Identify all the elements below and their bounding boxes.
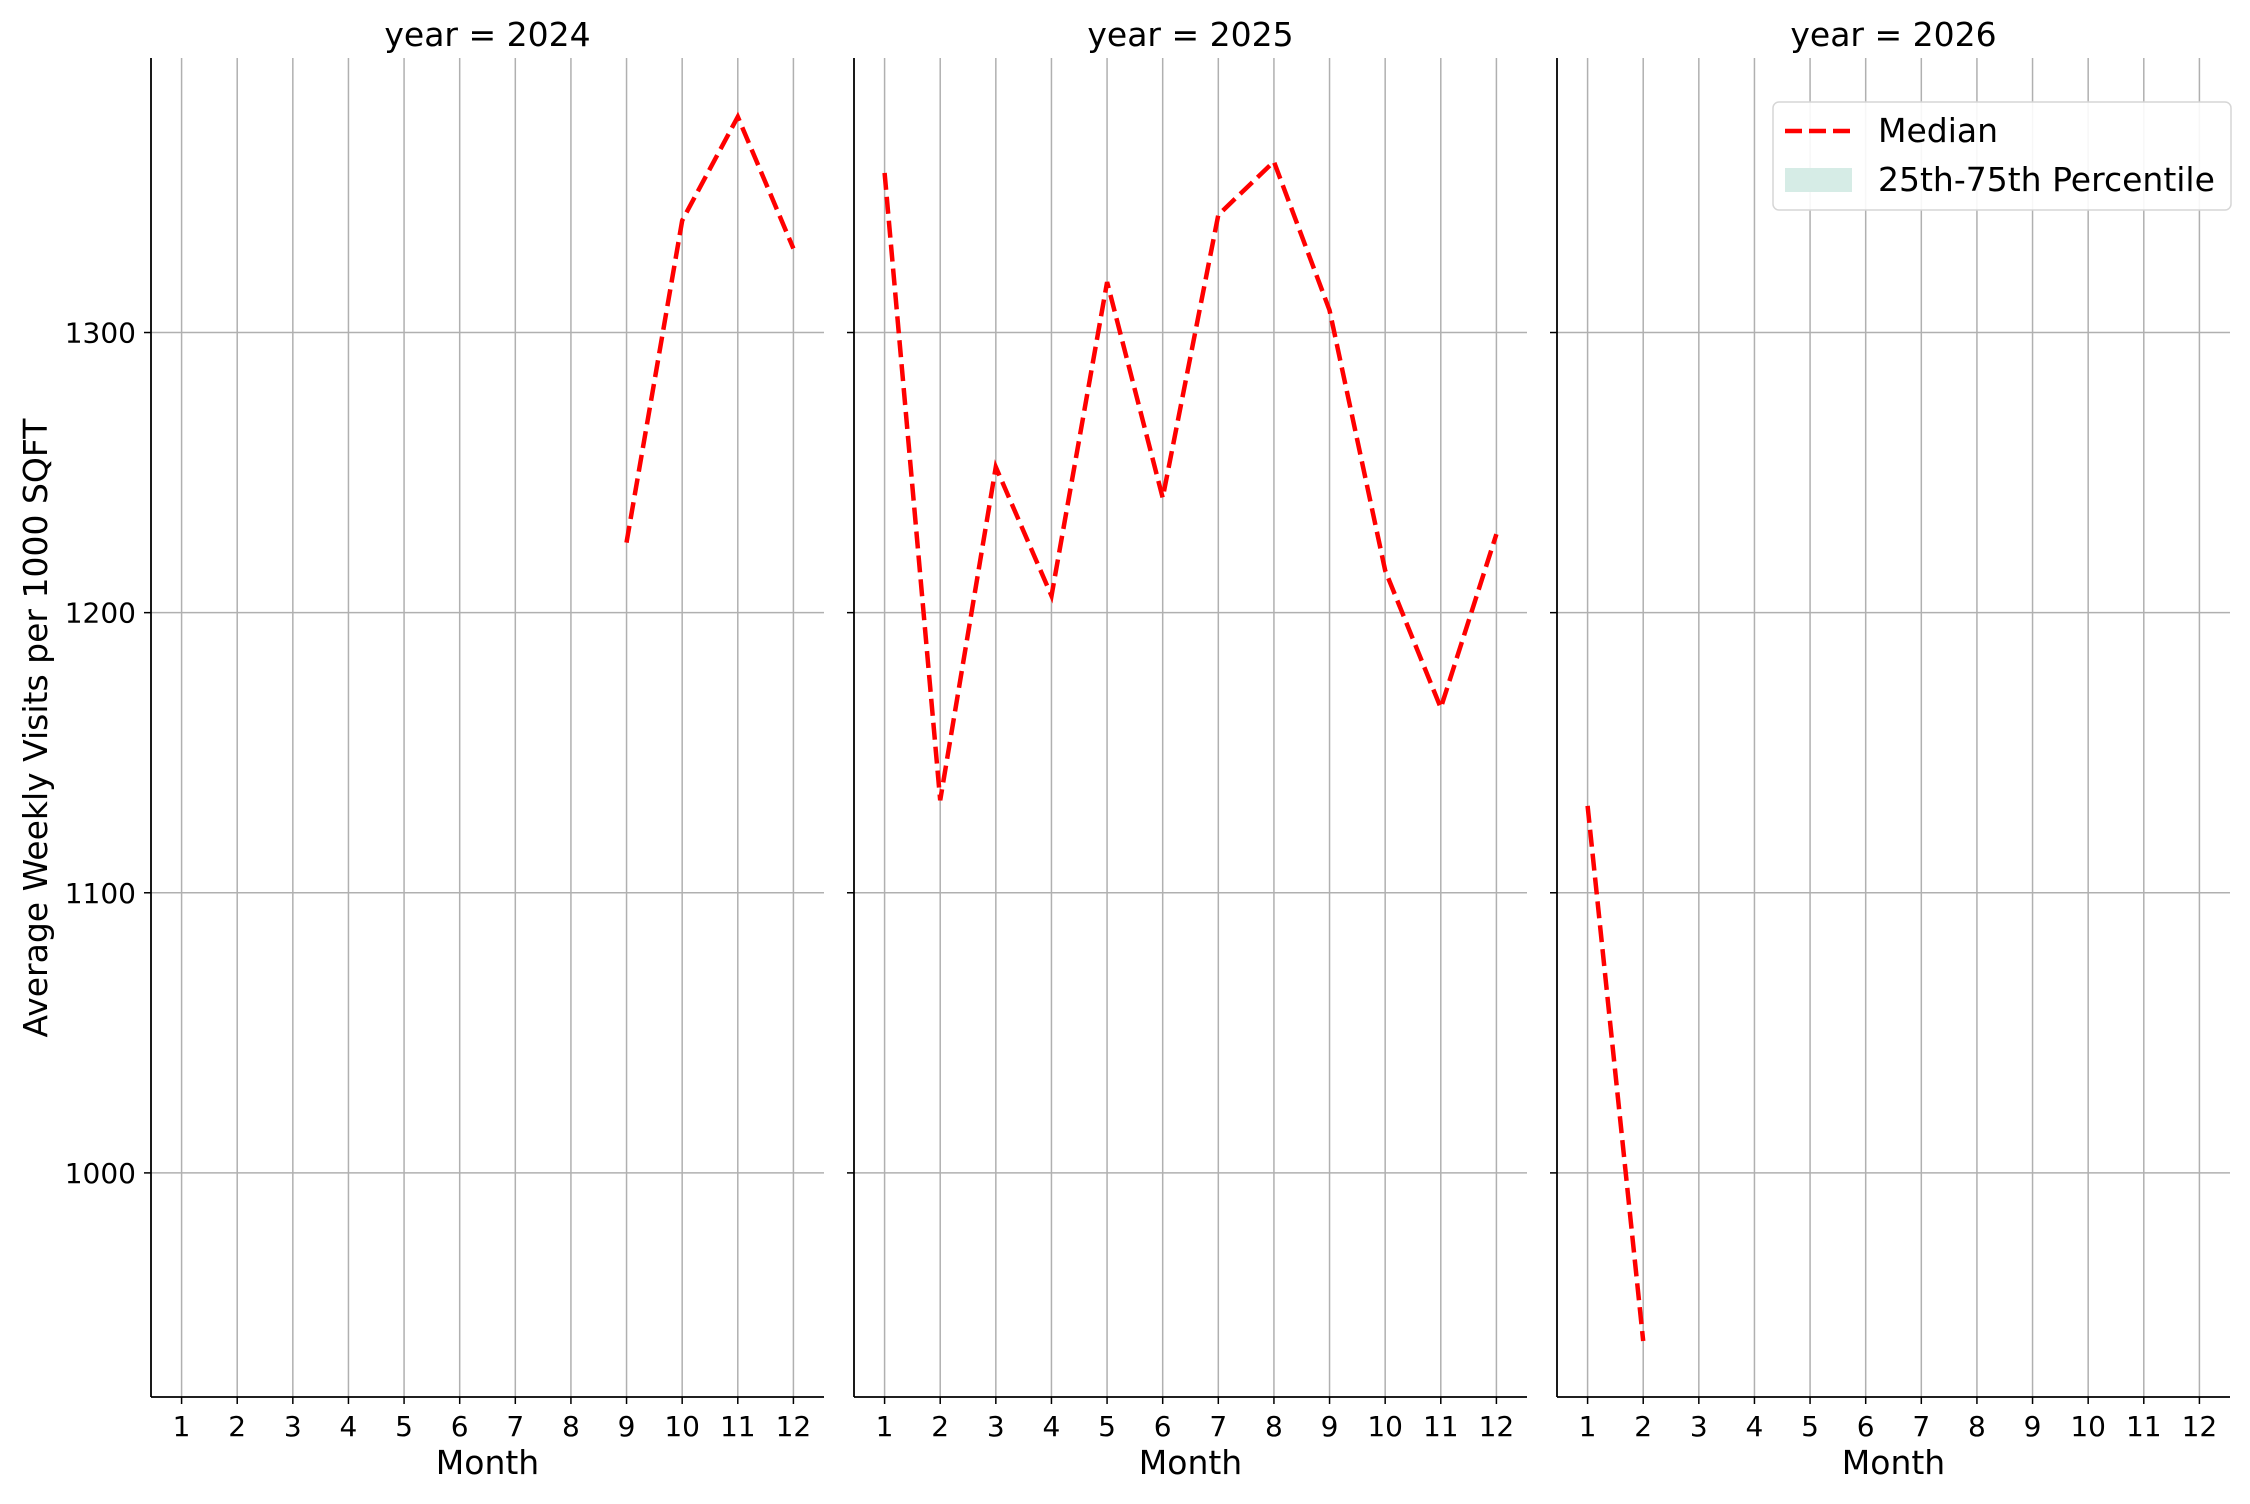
y-tick-label: 1300 (65, 317, 136, 350)
x-tick-label: 1 (173, 1410, 191, 1443)
legend-median-label: Median (1878, 111, 1998, 150)
y-tick-label: 1000 (65, 1157, 136, 1190)
x-tick-label: 1 (876, 1410, 894, 1443)
x-tick-label: 8 (1265, 1410, 1283, 1443)
median-line (1588, 806, 1644, 1341)
y-tick-label: 1100 (65, 877, 136, 910)
legend-band-label: 25th-75th Percentile (1878, 160, 2215, 199)
x-tick-label: 2 (931, 1410, 949, 1443)
panel-title: year = 2026 (1790, 15, 1996, 54)
x-tick-label: 4 (1043, 1410, 1061, 1443)
panel-title: year = 2025 (1087, 15, 1293, 54)
x-tick-label: 5 (395, 1410, 413, 1443)
x-tick-label: 8 (1968, 1410, 1986, 1443)
x-tick-label: 8 (562, 1410, 580, 1443)
x-axis-label: Month (1139, 1443, 1242, 1482)
x-tick-label: 11 (2126, 1410, 2162, 1443)
x-tick-label: 6 (1154, 1410, 1172, 1443)
x-tick-label: 7 (1209, 1410, 1227, 1443)
panel-title: year = 2024 (384, 15, 590, 54)
x-tick-label: 7 (506, 1410, 524, 1443)
y-tick-label: 1200 (65, 597, 136, 630)
x-tick-label: 9 (1321, 1410, 1339, 1443)
x-tick-label: 3 (284, 1410, 302, 1443)
x-tick-label: 4 (340, 1410, 358, 1443)
x-tick-label: 4 (1746, 1410, 1764, 1443)
x-tick-label: 9 (618, 1410, 636, 1443)
x-tick-label: 9 (2024, 1410, 2042, 1443)
x-axis-label: Month (436, 1443, 539, 1482)
x-tick-label: 11 (1423, 1410, 1459, 1443)
x-tick-label: 6 (451, 1410, 469, 1443)
x-tick-label: 1 (1579, 1410, 1597, 1443)
x-tick-label: 7 (1912, 1410, 1930, 1443)
x-tick-label: 12 (776, 1410, 812, 1443)
x-tick-label: 5 (1801, 1410, 1819, 1443)
x-tick-label: 2 (228, 1410, 246, 1443)
x-tick-label: 6 (1857, 1410, 1875, 1443)
x-tick-label: 2 (1634, 1410, 1652, 1443)
x-axis-label: Month (1842, 1443, 1945, 1482)
x-tick-label: 3 (987, 1410, 1005, 1443)
x-tick-label: 12 (2182, 1410, 2218, 1443)
legend-band-swatch (1785, 168, 1852, 192)
x-tick-label: 3 (1690, 1410, 1708, 1443)
x-tick-label: 10 (1367, 1410, 1403, 1443)
x-tick-label: 11 (720, 1410, 756, 1443)
median-line (885, 162, 1497, 801)
x-tick-label: 10 (664, 1410, 700, 1443)
x-tick-label: 10 (2070, 1410, 2106, 1443)
y-axis-label: Average Weekly Visits per 1000 SQFT (16, 418, 55, 1038)
x-tick-label: 5 (1098, 1410, 1116, 1443)
x-tick-label: 12 (1479, 1410, 1515, 1443)
median-line (627, 117, 794, 543)
